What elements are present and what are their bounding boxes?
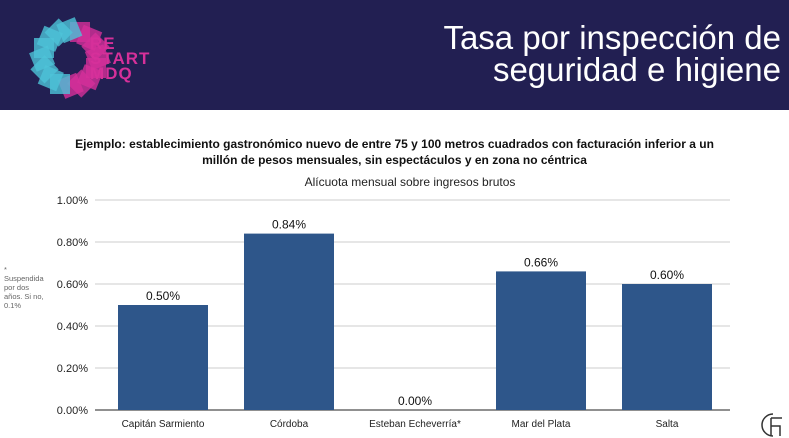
header-banner: RE START MDQ Tasa por inspección de segu… xyxy=(0,0,789,110)
x-tick-label: Salta xyxy=(656,419,679,430)
data-label: 0.00% xyxy=(398,394,432,408)
data-label: 0.84% xyxy=(272,218,306,232)
x-tick-label: Mar del Plata xyxy=(512,419,571,430)
logo-text: RE START MDQ xyxy=(90,34,151,83)
logo-line: START xyxy=(90,49,151,68)
page-title: Tasa por inspección de seguridad e higie… xyxy=(443,19,781,88)
subtitle-line: millón de pesos mensuales, sin espectácu… xyxy=(202,153,587,167)
y-tick-label: 0.00% xyxy=(57,405,88,417)
y-tick-label: 1.00% xyxy=(57,195,88,207)
data-label: 0.50% xyxy=(146,289,180,303)
y-tick-label: 0.20% xyxy=(57,363,88,375)
restart-logo-icon xyxy=(29,17,111,99)
x-tick-label: Córdoba xyxy=(270,419,309,430)
y-tick-label: 0.40% xyxy=(57,321,88,333)
chart-subtitle: Ejemplo: establecimiento gastronómico nu… xyxy=(0,136,789,168)
logo-line: MDQ xyxy=(90,64,133,83)
logo-petal xyxy=(56,17,83,44)
logo-line: RE xyxy=(90,34,116,53)
brand-g-icon xyxy=(761,413,782,437)
footnote: * Suspendida por dos años. Si no, 0.1% xyxy=(4,265,44,310)
bar xyxy=(244,233,334,410)
chart-title: Alícuota mensual sobre ingresos brutos xyxy=(305,175,516,189)
bar xyxy=(118,305,208,410)
title-line: seguridad e higiene xyxy=(492,51,781,88)
bar xyxy=(622,284,712,410)
data-label: 0.66% xyxy=(524,255,558,269)
x-tick-label: Esteban Echeverría* xyxy=(369,419,461,430)
data-label: 0.60% xyxy=(650,268,684,282)
title-line: Tasa por inspección de xyxy=(443,19,781,56)
x-tick-label: Capitán Sarmiento xyxy=(122,419,205,430)
y-tick-label: 0.60% xyxy=(57,279,88,291)
bar xyxy=(496,271,586,410)
y-tick-label: 0.80% xyxy=(57,237,88,249)
subtitle-line: Ejemplo: establecimiento gastronómico nu… xyxy=(75,137,714,151)
